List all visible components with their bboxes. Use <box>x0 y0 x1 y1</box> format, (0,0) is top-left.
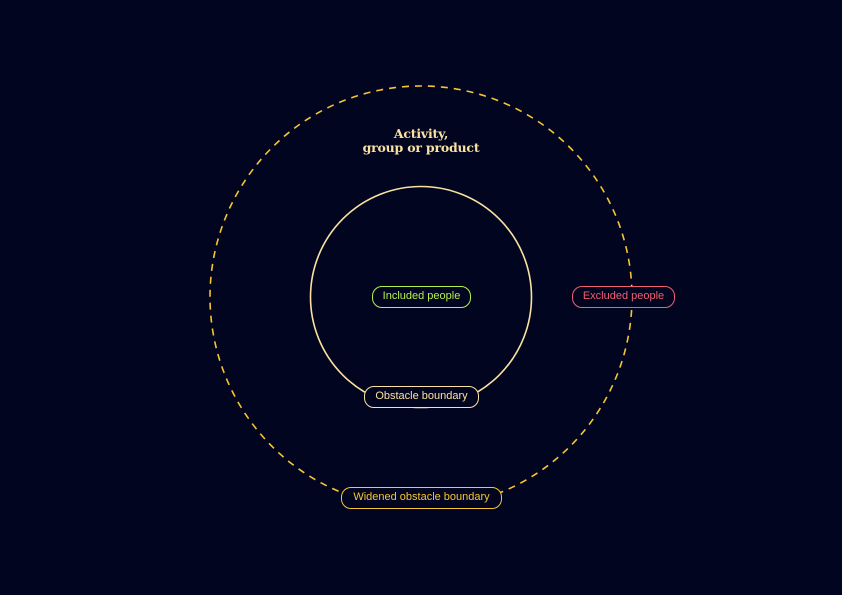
title-line-2: group or product <box>362 140 480 155</box>
widened-obstacle-boundary-label: Widened obstacle boundary <box>341 487 502 509</box>
diagram-title: Activity, group or product <box>321 127 521 155</box>
title-line-1: Activity, <box>393 126 449 141</box>
included-people-label: Included people <box>372 286 471 308</box>
excluded-people-label: Excluded people <box>572 286 675 308</box>
obstacle-boundary-label: Obstacle boundary <box>364 386 479 408</box>
